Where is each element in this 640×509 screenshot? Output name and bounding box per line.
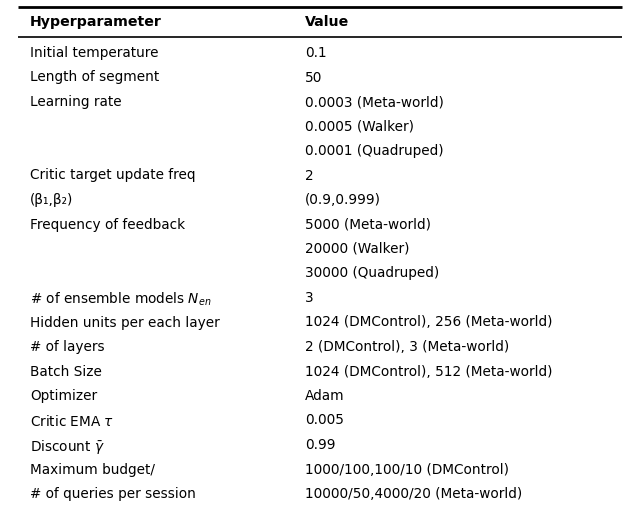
Text: 0.0003 (Meta-world): 0.0003 (Meta-world)	[305, 95, 444, 109]
Text: # of queries per session: # of queries per session	[30, 486, 196, 500]
Text: 3: 3	[305, 291, 314, 304]
Text: Value: Value	[305, 15, 349, 29]
Text: (β₁,β₂): (β₁,β₂)	[30, 192, 74, 207]
Text: Hidden units per each layer: Hidden units per each layer	[30, 315, 220, 329]
Text: 1000/100,100/10 (DMControl): 1000/100,100/10 (DMControl)	[305, 462, 509, 475]
Text: 0.005: 0.005	[305, 413, 344, 427]
Text: 1024 (DMControl), 256 (Meta-world): 1024 (DMControl), 256 (Meta-world)	[305, 315, 552, 329]
Text: 2 (DMControl), 3 (Meta-world): 2 (DMControl), 3 (Meta-world)	[305, 340, 509, 353]
Text: Optimizer: Optimizer	[30, 388, 97, 402]
Text: 0.99: 0.99	[305, 437, 335, 451]
Text: # of ensemble models $N_{en}$: # of ensemble models $N_{en}$	[30, 291, 211, 308]
Text: Critic EMA $\tau$: Critic EMA $\tau$	[30, 413, 114, 428]
Text: Length of segment: Length of segment	[30, 70, 159, 84]
Text: 10000/50,4000/20 (Meta-world): 10000/50,4000/20 (Meta-world)	[305, 486, 522, 500]
Text: 20000 (Walker): 20000 (Walker)	[305, 242, 410, 256]
Text: 30000 (Quadruped): 30000 (Quadruped)	[305, 266, 439, 280]
Text: Batch Size: Batch Size	[30, 364, 102, 378]
Text: 1024 (DMControl), 512 (Meta-world): 1024 (DMControl), 512 (Meta-world)	[305, 364, 552, 378]
Text: Learning rate: Learning rate	[30, 95, 122, 109]
Text: Discount $\bar{\gamma}$: Discount $\bar{\gamma}$	[30, 437, 105, 455]
Text: Frequency of feedback: Frequency of feedback	[30, 217, 185, 231]
Text: Hyperparameter: Hyperparameter	[30, 15, 162, 29]
Text: 0.0005 (Walker): 0.0005 (Walker)	[305, 119, 414, 133]
Text: # of layers: # of layers	[30, 340, 104, 353]
Text: Critic target update freq: Critic target update freq	[30, 168, 195, 182]
Text: 5000 (Meta-world): 5000 (Meta-world)	[305, 217, 431, 231]
Text: 50: 50	[305, 70, 323, 84]
Text: Maximum budget/: Maximum budget/	[30, 462, 155, 475]
Text: Adam: Adam	[305, 388, 344, 402]
Text: Initial temperature: Initial temperature	[30, 46, 159, 60]
Text: (0.9,0.999): (0.9,0.999)	[305, 192, 381, 207]
Text: 2: 2	[305, 168, 314, 182]
Text: 0.0001 (Quadruped): 0.0001 (Quadruped)	[305, 144, 444, 158]
Text: 0.1: 0.1	[305, 46, 326, 60]
